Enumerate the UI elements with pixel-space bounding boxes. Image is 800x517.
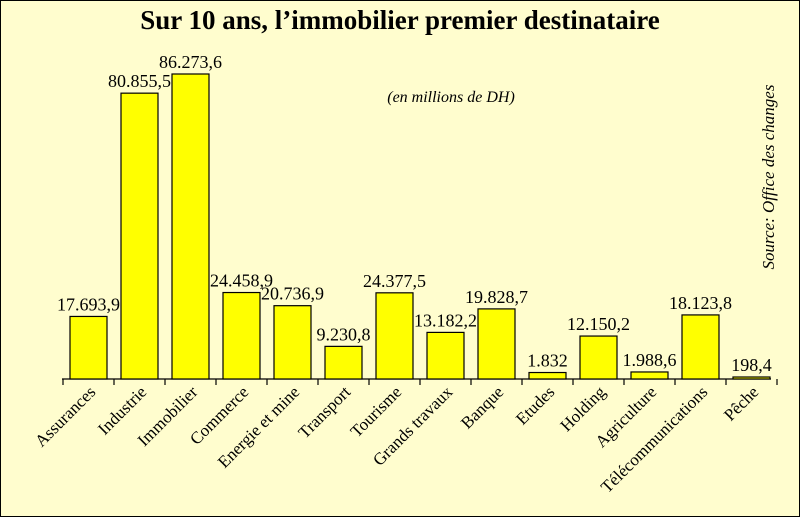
value-label: 9.230,8 [317,324,371,344]
chart-title: Sur 10 ans, l’immobilier premier destina… [140,5,660,35]
category-label: Banque [457,382,507,432]
bar-immobilier [171,73,210,380]
value-label: 20.736,9 [261,284,324,304]
bar-holding [579,335,618,380]
category-label: Pêche [720,382,762,424]
category-label: Assurances [31,382,99,450]
bar-tourisme [375,292,414,380]
value-label: 198,4 [731,355,772,375]
value-label: 80.855,5 [108,71,171,91]
bar-télécommunications [681,314,720,380]
bar-banque [477,308,516,380]
value-label: 24.458,9 [210,271,273,291]
bar-energie-et-mine [273,305,312,380]
value-label: 1.832 [527,351,568,371]
category-label: Etudes [512,382,558,428]
value-label: 13.182,2 [414,310,477,330]
value-label: 1.988,6 [623,350,677,370]
value-label: 17.693,9 [57,294,120,314]
category-label: Transport [295,382,355,442]
value-label: 19.828,7 [465,287,528,307]
bar-transport [324,345,363,380]
value-label: 18.123,8 [669,293,732,313]
value-label: 86.273,6 [159,52,222,72]
bar-grands-travaux [426,331,465,380]
value-label: 12.150,2 [567,314,630,334]
bar-assurances [69,315,108,380]
bar-pêche [732,376,771,380]
bar-industrie [120,92,159,380]
chart-subtitle: (en millions de DH) [387,89,515,106]
bar-commerce [222,291,261,380]
value-label: 24.377,5 [363,271,426,291]
bar-etudes [528,371,567,380]
bar-agriculture [630,371,669,380]
